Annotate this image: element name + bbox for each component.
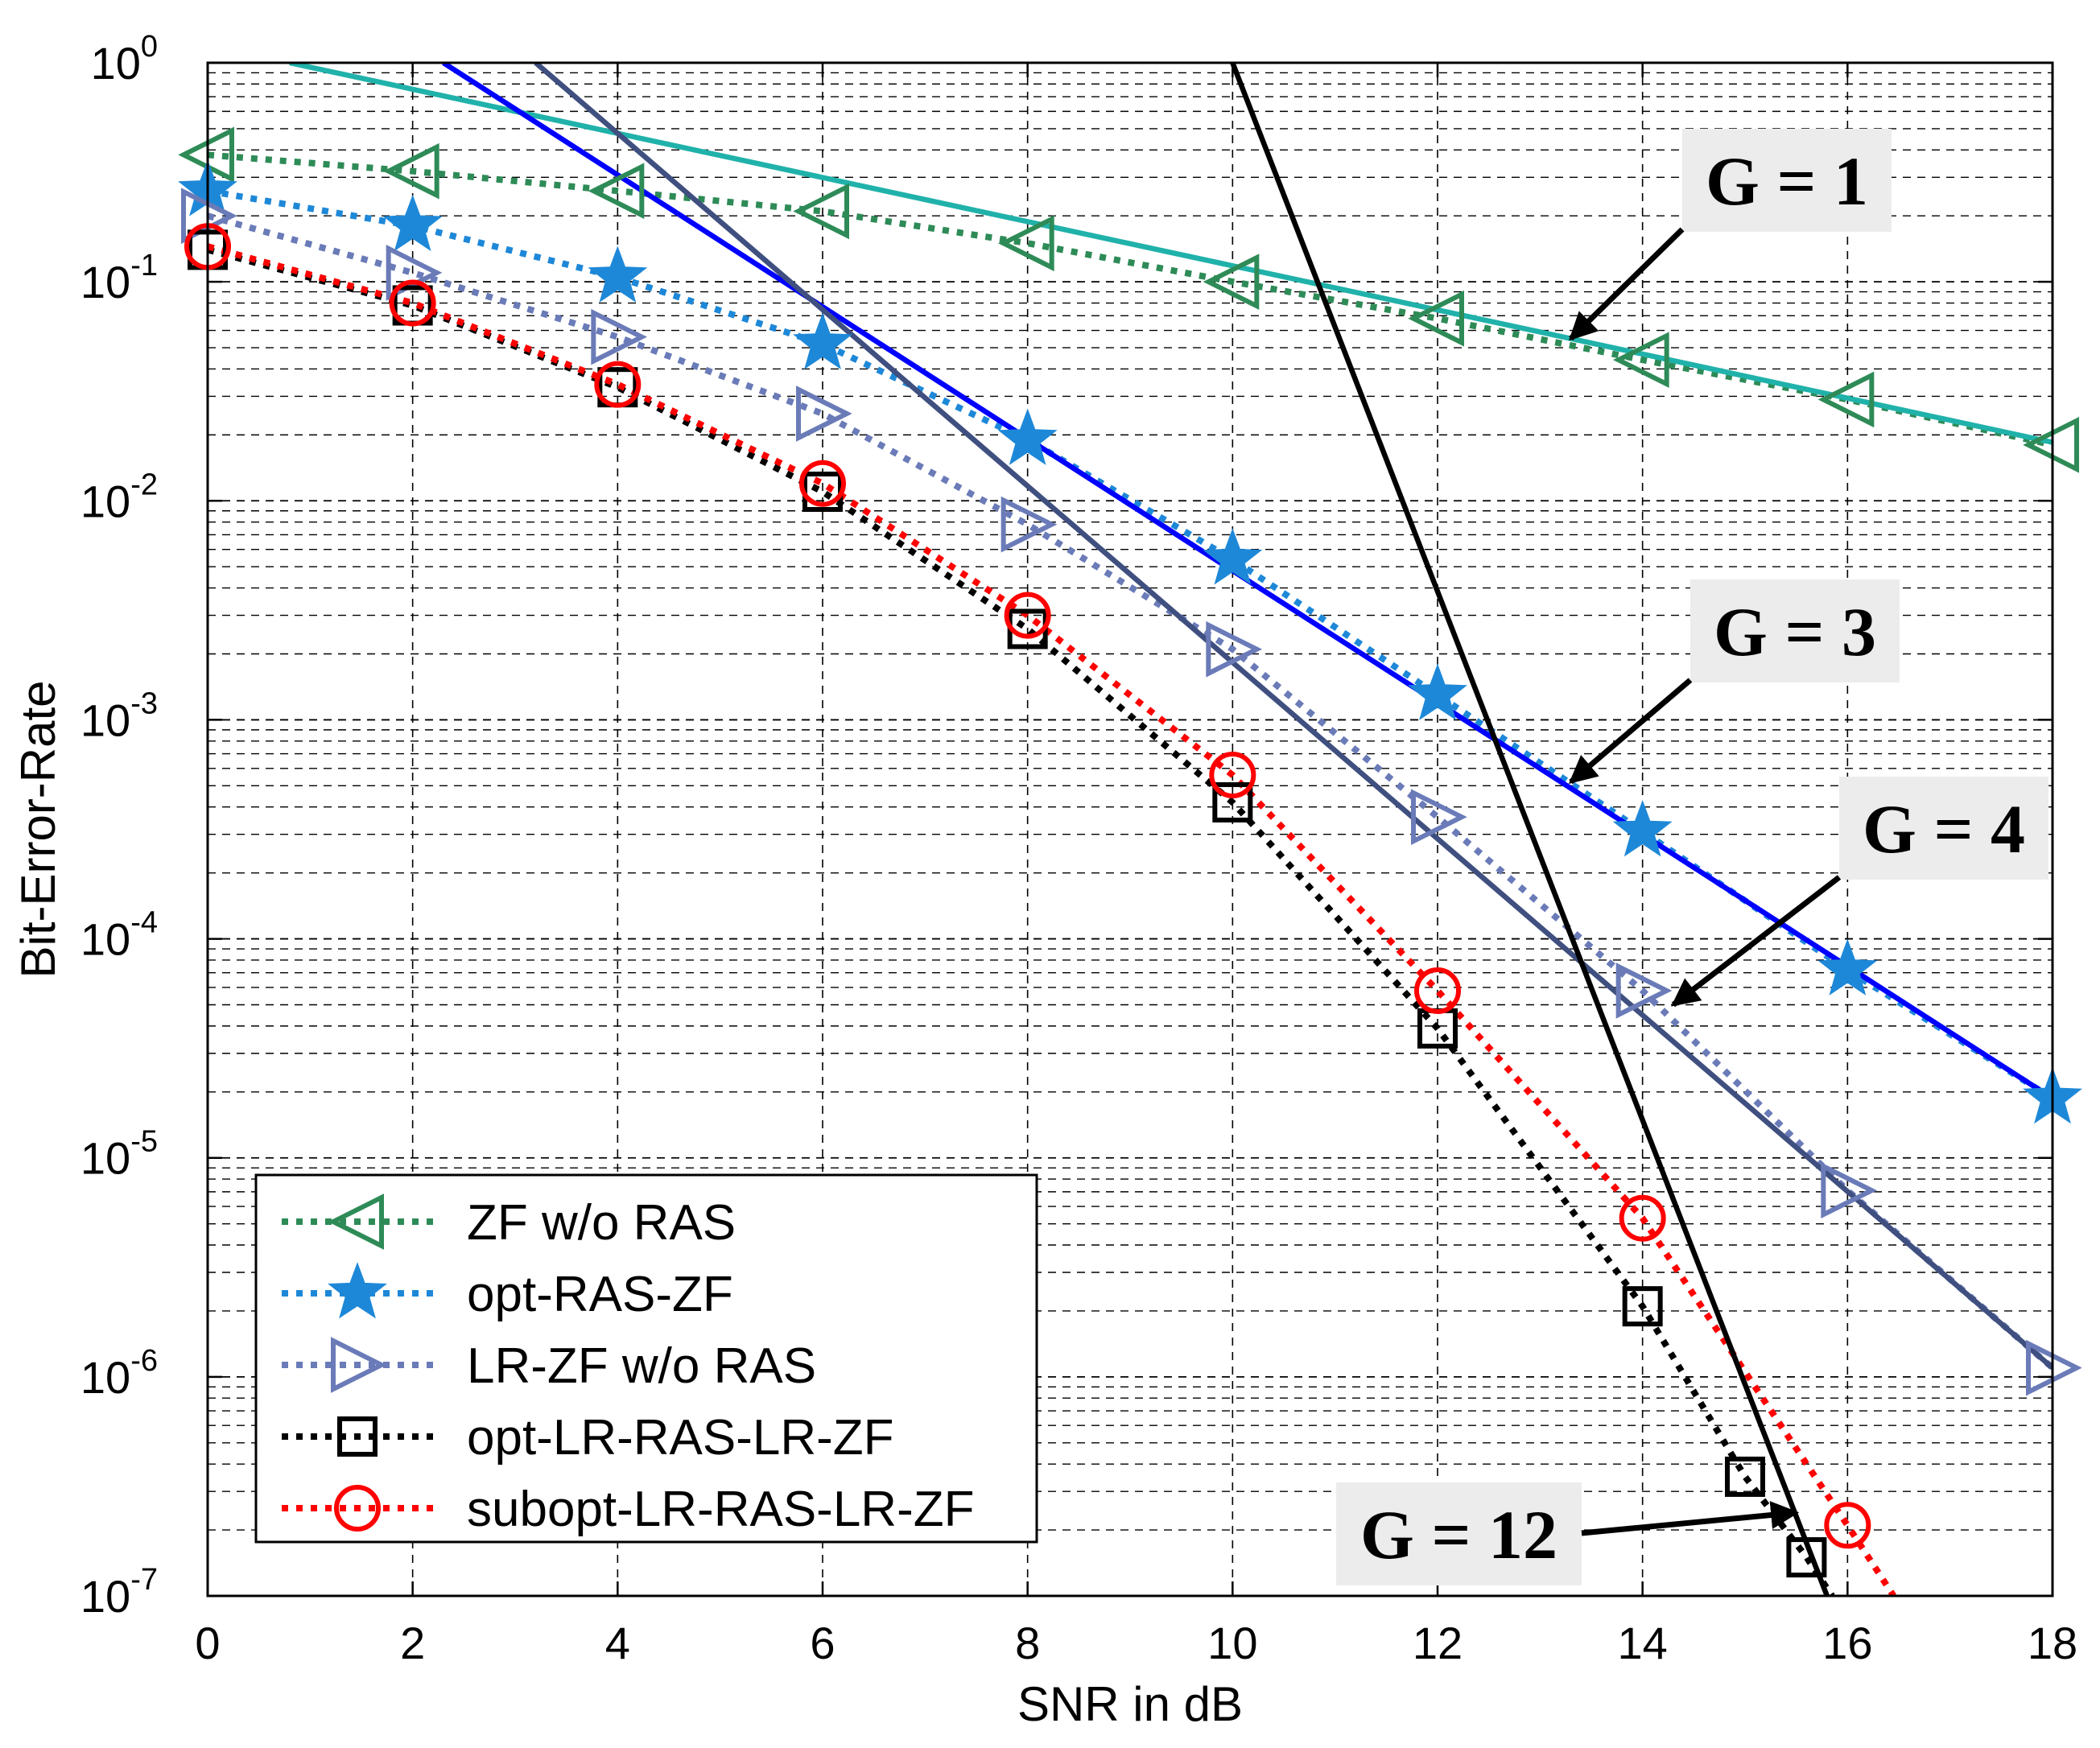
data-point-subopt-lr-ras-lr-zf (594, 361, 642, 408)
y-tick-label: 10-4 (80, 906, 158, 965)
legend-marker-opt-ras-zf (328, 1262, 387, 1319)
y-tick-label: 10-2 (80, 468, 158, 526)
x-axis-label: SNR in dB (1017, 1677, 1243, 1731)
data-point-subopt-lr-ras-lr-zf (1619, 1194, 1666, 1242)
series-line-lr-zf-w-o-ras (208, 212, 2053, 1371)
annotation-box (1336, 1482, 1582, 1585)
y-axis-label: Bit-Error-Rate (11, 680, 65, 978)
annotation-arrow (1568, 678, 1693, 785)
legend-marker-lr-zf-w-o-ras (331, 1337, 387, 1393)
x-tick-label: 0 (195, 1618, 220, 1668)
data-point-opt-lr-ras-lr-zf (1212, 781, 1253, 822)
x-tick-label: 8 (1015, 1618, 1040, 1668)
data-point-zf-w-o-ras (1817, 371, 1875, 428)
data-point-opt-lr-ras-lr-zf (1725, 1456, 1765, 1497)
x-tick-label: 10 (1207, 1618, 1257, 1668)
annotations: G = 1 G = 3 G = 4 G = 12 (1336, 129, 2048, 1585)
legend-label-opt-ras-zf: opt-RAS-ZF (467, 1267, 733, 1322)
data-point-zf-w-o-ras (1408, 290, 1464, 347)
series-line-g-12-reference (1230, 63, 1830, 1596)
legend-label-lr-zf-w-o-ras: LR-ZF w/o RAS (467, 1338, 816, 1394)
data-point-lr-zf-w-o-ras (386, 245, 443, 301)
annotation-label: G = 1 (1706, 142, 1868, 220)
annotation-label: G = 12 (1360, 1496, 1557, 1573)
annotation-arrow (1671, 875, 1842, 1008)
y-tick-label: 10-3 (80, 686, 158, 745)
series-line-g-1-reference (289, 63, 2053, 445)
x-tick-label: 12 (1413, 1618, 1463, 1668)
data-point-lr-zf-w-o-ras (1000, 496, 1058, 553)
data-point-opt-ras-zf (793, 312, 852, 369)
data-point-subopt-lr-ras-lr-zf (389, 279, 436, 327)
data-point-lr-zf-w-o-ras (1206, 620, 1263, 678)
annotation-arrow (1569, 227, 1685, 341)
annotation-label: G = 3 (1714, 593, 1876, 670)
series-line-opt-lr-ras-lr-zf (208, 246, 1835, 1596)
data-point-zf-w-o-ras (1203, 254, 1260, 310)
y-tick-label: 10-1 (80, 249, 158, 307)
annotation-arrow (1581, 1501, 1800, 1536)
series-line-g-4-reference (534, 63, 2053, 1371)
x-tick-label: 2 (400, 1618, 425, 1668)
data-point-opt-ras-zf (1203, 528, 1263, 585)
data-point-subopt-lr-ras-lr-zf (799, 460, 846, 507)
data-point-lr-zf-w-o-ras (796, 385, 852, 442)
legend-marker-opt-lr-ras-lr-zf (337, 1416, 378, 1457)
annotation-box (1839, 777, 2048, 880)
legend: ZF w/o RAS opt-RAS-ZF LR-ZF w/o RAS opt-LR-… (254, 1173, 1038, 1544)
legend-box (254, 1173, 1038, 1544)
data-point-lr-zf-w-o-ras (591, 308, 648, 365)
data-point-opt-ras-zf (1817, 938, 1878, 996)
data-point-subopt-lr-ras-lr-zf (1004, 592, 1051, 639)
data-point-lr-zf-w-o-ras (1411, 789, 1467, 846)
data-point-lr-zf-w-o-ras (1615, 963, 1673, 1019)
data-point-opt-ras-zf (1408, 663, 1467, 720)
series-lines (208, 63, 2053, 1596)
data-point-zf-w-o-ras (793, 183, 849, 240)
data-point-zf-w-o-ras (997, 215, 1054, 272)
data-point-zf-w-o-ras (382, 142, 439, 200)
x-tick-label: 14 (1618, 1618, 1668, 1668)
data-point-zf-w-o-ras (1612, 332, 1669, 389)
legend-label-opt-lr-ras-lr-zf: opt-LR-RAS-LR-ZF (467, 1410, 894, 1466)
series-line-zf-w-o-ras (208, 151, 2053, 448)
data-point-opt-ras-zf (997, 408, 1058, 465)
x-tick-label: 16 (1822, 1618, 1872, 1668)
annotation-label: G = 4 (1863, 790, 2025, 868)
legend-label-zf-w-o-ras: ZF w/o RAS (467, 1195, 736, 1251)
x-tick-label: 4 (605, 1618, 630, 1668)
legend-marker-zf-w-o-ras (328, 1194, 384, 1250)
legend-marker-subopt-lr-ras-lr-zf (334, 1485, 381, 1532)
data-point-subopt-lr-ras-lr-zf (1209, 751, 1256, 798)
annotation-box (1690, 579, 1900, 682)
data-point-opt-ras-zf (382, 194, 443, 252)
series-line-subopt-lr-ras-lr-zf (208, 243, 1896, 1596)
data-point-opt-ras-zf (588, 245, 648, 303)
legend-label-subopt-lr-ras-lr-zf: subopt-LR-RAS-LR-ZF (467, 1482, 974, 1537)
data-point-lr-zf-w-o-ras (1821, 1162, 1878, 1219)
annotation-box (1682, 129, 1892, 232)
plot-frame (206, 61, 2054, 1598)
x-tick-label: 18 (2028, 1618, 2077, 1668)
data-point-zf-w-o-ras (588, 163, 645, 220)
axis-ticks: 0 2 4 6 8 10 12 14 16 1810010-110-210-310-410-510… (80, 30, 2077, 1668)
data-point-subopt-lr-ras-lr-zf (1414, 967, 1461, 1014)
x-tick-label: 6 (810, 1618, 835, 1668)
data-point-subopt-lr-ras-lr-zf (1824, 1502, 1871, 1549)
data-point-opt-lr-ras-lr-zf (1622, 1286, 1663, 1327)
data-point-opt-lr-ras-lr-zf (1786, 1537, 1827, 1578)
data-point-opt-ras-zf (1612, 800, 1673, 857)
